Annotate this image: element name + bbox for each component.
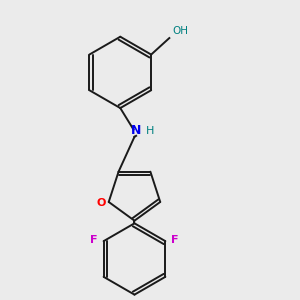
- Text: F: F: [90, 235, 98, 245]
- Text: O: O: [96, 198, 106, 208]
- Text: N: N: [131, 124, 141, 137]
- Text: F: F: [171, 235, 179, 245]
- Text: H: H: [146, 126, 154, 136]
- Text: OH: OH: [172, 26, 188, 36]
